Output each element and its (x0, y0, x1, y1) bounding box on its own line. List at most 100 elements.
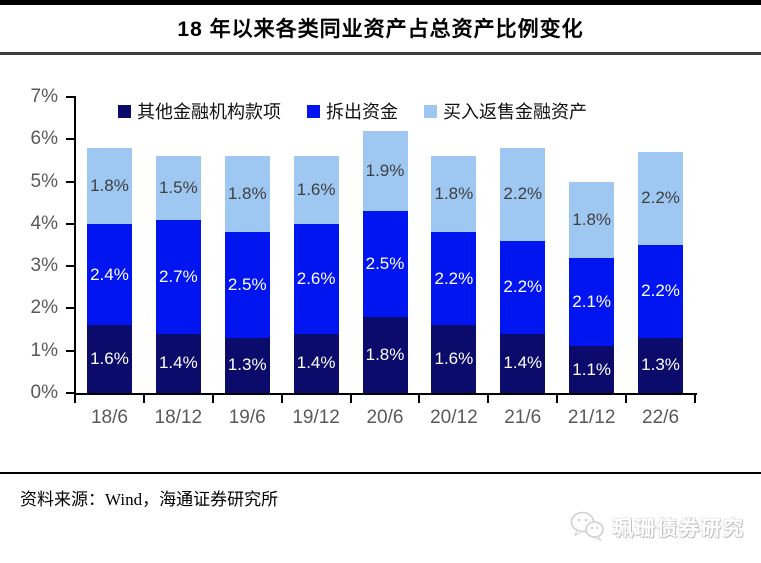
bar-segment-value-label: 1.3% (641, 355, 680, 375)
bar-segment-其他金融机构款项: 1.6% (431, 325, 477, 393)
bar-segment-拆出资金: 2.5% (224, 232, 270, 338)
y-axis-tick (66, 180, 74, 183)
bar-segment-其他金融机构款项: 1.4% (155, 333, 201, 393)
x-axis-category-label: 19/12 (292, 407, 340, 428)
bar-segment-买入返售金融资产: 1.8% (569, 181, 615, 258)
bar-segment-value-label: 1.8% (90, 175, 129, 195)
bar-segment-其他金融机构款项: 1.4% (293, 333, 339, 393)
y-axis-tick-label: 4% (30, 212, 58, 234)
wechat-icon (570, 511, 604, 542)
source-note: 资料来源：Wind，海通证券研究所 (20, 490, 279, 509)
bar-segment-拆出资金: 2.7% (155, 219, 201, 334)
bar-segment-value-label: 2.2% (641, 188, 680, 208)
bar-segment-value-label: 1.4% (158, 353, 198, 373)
x-axis-category-label: 21/6 (504, 407, 542, 428)
x-axis-tick (418, 394, 421, 403)
bar-segment-其他金融机构款项: 1.8% (362, 316, 408, 393)
bar-segment-拆出资金: 2.6% (293, 223, 339, 334)
bar-segment-买入返售金融资产: 2.2% (638, 151, 684, 245)
y-axis-tick-label: 3% (30, 255, 58, 277)
bar-segment-value-label: 2.5% (227, 275, 267, 295)
y-axis-tick-label: 6% (30, 128, 58, 150)
watermark-text: 珮珊债券研究 (613, 517, 745, 540)
y-axis-tick-label: 7% (30, 86, 58, 107)
x-axis-category-label: 18/6 (90, 407, 128, 428)
bar-segment-value-label: 1.3% (227, 355, 267, 375)
bar-segment-买入返售金融资产: 1.8% (224, 156, 270, 233)
bar-segment-value-label: 2.4% (90, 264, 129, 284)
y-axis-tick (66, 307, 74, 310)
bar-segment-value-label: 2.2% (434, 268, 474, 288)
x-axis-tick (556, 394, 559, 403)
x-axis-tick (211, 394, 214, 403)
bar-segment-value-label: 1.4% (296, 353, 336, 373)
bar-segment-买入返售金融资产: 1.5% (155, 156, 201, 220)
x-axis-tick (349, 394, 352, 403)
bar-segment-拆出资金: 2.2% (431, 232, 477, 326)
y-axis-line (74, 96, 76, 395)
y-axis-tick (66, 138, 74, 141)
title-divider (0, 52, 761, 55)
bar-21/12: 1.8% 2.1% 1.1% (569, 181, 615, 393)
legend-item: 买入返售金融资产 (424, 98, 587, 124)
chart-title: 18 年以来各类同业资产占总资产比例变化 (177, 18, 584, 41)
watermark: 珮珊债券研究 (569, 510, 745, 542)
legend-label: 拆出资金 (326, 102, 398, 122)
x-axis-category-label: 20/6 (366, 407, 404, 428)
bar-segment-其他金融机构款项: 1.6% (86, 325, 132, 393)
legend-label: 买入返售金融资产 (443, 102, 587, 122)
bar-segment-value-label: 2.2% (503, 277, 543, 297)
bar-segment-买入返售金融资产: 1.8% (431, 156, 477, 233)
bar-segment-拆出资金: 2.2% (500, 240, 546, 334)
legend-item: 其他金融机构款项 (118, 98, 281, 124)
bar-segment-value-label: 1.8% (434, 184, 474, 204)
bar-segment-value-label: 1.6% (434, 349, 474, 369)
y-axis-tick (66, 96, 74, 98)
bar-22/6: 2.2% 2.2% 1.3% (638, 151, 684, 393)
x-axis-line (74, 393, 697, 395)
bar-segment-拆出资金: 2.4% (86, 223, 132, 326)
bar-20/12: 1.8% 2.2% 1.6% (431, 156, 477, 393)
bar-segment-其他金融机构款项: 1.4% (500, 333, 546, 393)
bar-segment-value-label: 1.1% (572, 359, 612, 379)
bar-segment-其他金融机构款项: 1.3% (224, 338, 270, 393)
bar-segment-value-label: 1.6% (90, 349, 129, 369)
bar-segment-value-label: 1.8% (572, 209, 612, 229)
bar-segment-买入返售金融资产: 2.2% (500, 147, 546, 241)
bar-segment-value-label: 1.8% (227, 184, 267, 204)
legend-swatch (118, 104, 131, 118)
bar-segment-value-label: 2.5% (365, 254, 405, 273)
bar-segment-value-label: 1.8% (365, 344, 405, 364)
bar-segment-拆出资金: 2.1% (569, 257, 615, 347)
bar-segment-买入返售金融资产: 1.8% (86, 147, 132, 224)
bar-18/6: 1.8% 2.4% 1.6% (86, 147, 132, 393)
bar-19/6: 1.8% 2.5% 1.3% (224, 156, 270, 393)
x-axis-tick (625, 394, 628, 403)
x-axis-category-label: 19/6 (228, 407, 266, 428)
chart-block: 其他金融机构款项 拆出资金 买入返售金融资产 0% 1% 2% 3% 4% 5% 6% 7% 18/… (0, 56, 761, 473)
bar-segment-拆出资金: 2.5% (362, 211, 408, 317)
bar-21/6: 2.2% 2.2% 1.4% (500, 147, 546, 393)
bar-segment-value-label: 1.5% (158, 177, 198, 197)
y-axis-tick (66, 265, 74, 268)
x-axis-tick (694, 394, 696, 403)
y-axis-tick-label: 0% (30, 382, 58, 403)
x-axis-category-label: 18/12 (154, 407, 203, 428)
bar-segment-value-label: 2.2% (641, 281, 680, 301)
bar-20/6: 1.9% 2.5% 1.8% (362, 130, 408, 393)
legend-swatch (424, 104, 437, 118)
legend-item: 拆出资金 (307, 98, 398, 124)
x-axis-tick (74, 394, 76, 403)
y-axis-tick-label: 5% (30, 170, 58, 192)
legend-swatch (307, 104, 320, 118)
bar-segment-买入返售金融资产: 1.9% (362, 130, 408, 212)
bar-segment-买入返售金融资产: 1.6% (293, 156, 339, 224)
bottom-divider (0, 472, 761, 474)
bar-19/12: 1.6% 2.6% 1.4% (293, 156, 339, 393)
x-axis-category-label: 21/12 (567, 407, 616, 428)
x-axis-tick (280, 394, 283, 403)
y-axis-tick (66, 392, 74, 394)
bar-segment-value-label: 2.7% (158, 266, 198, 286)
top-divider (0, 0, 761, 5)
